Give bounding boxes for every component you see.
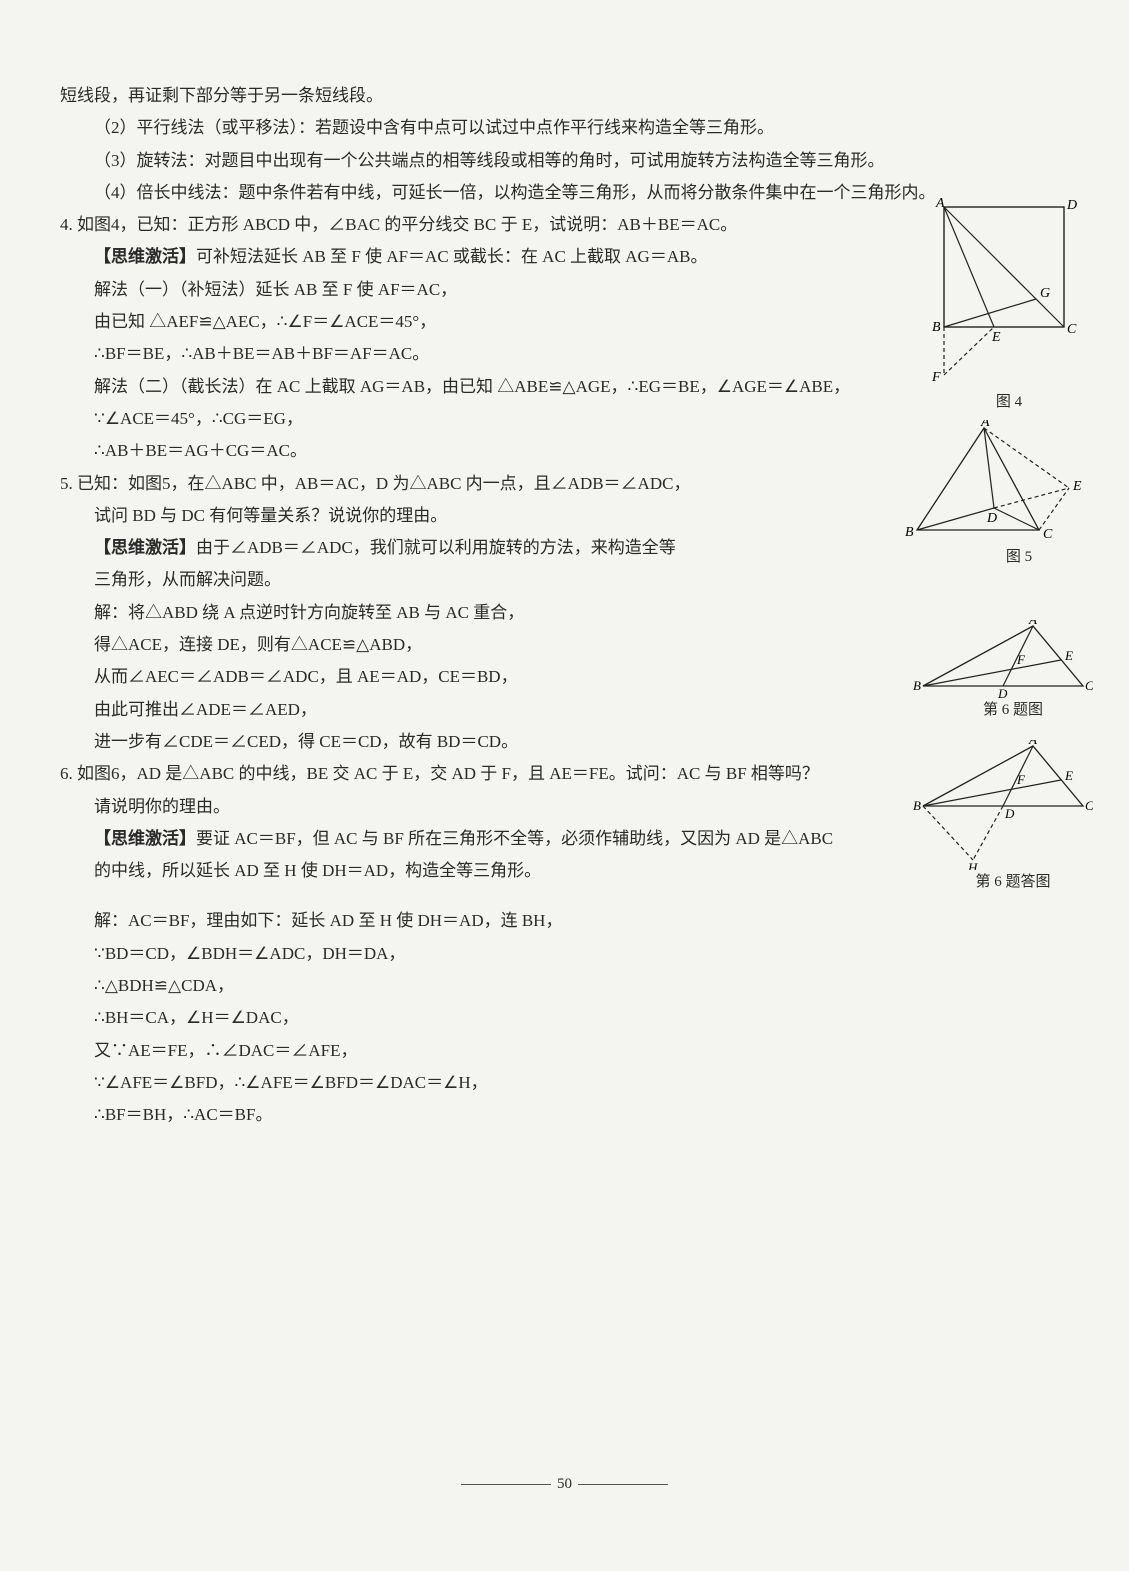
q4-hint-text: 可补短法延长 AB 至 F 使 AF＝AC 或截长：在 AC 上截取 AG＝AB… — [196, 247, 707, 266]
q6-sol-1: 解：AC＝BF，理由如下：延长 AD 至 H 使 DH＝AD，连 BH， — [60, 905, 1069, 937]
svg-text:F: F — [1016, 652, 1026, 667]
svg-text:D: D — [986, 511, 997, 526]
svg-text:C: C — [1067, 322, 1077, 337]
figure-5-caption: 图 5 — [939, 545, 1099, 566]
svg-text:A: A — [935, 197, 945, 211]
svg-text:E: E — [991, 330, 1001, 345]
svg-text:B: B — [913, 798, 921, 813]
svg-text:A: A — [980, 420, 990, 430]
intro-line-1: 短线段，再证剩下部分等于另一条短线段。 — [60, 80, 1069, 112]
q6-sol-3: ∴△BDH≌△CDA， — [60, 970, 1069, 1002]
svg-text:E: E — [1072, 479, 1082, 494]
svg-text:F: F — [1016, 772, 1026, 787]
svg-text:B: B — [913, 678, 921, 693]
figure-5: A B C D E — [899, 420, 1089, 555]
page-number: 50 — [0, 1476, 1129, 1493]
svg-text:E: E — [1064, 648, 1073, 663]
q6-sol-7: ∴BF＝BH，∴AC＝BF。 — [60, 1099, 1069, 1131]
figure-6-caption: 第 6 题图 — [933, 698, 1093, 719]
intro-line-2: （2）平行线法（或平移法）：若题设中含有中点可以试过中点作平行线来构造全等三角形… — [60, 112, 1069, 144]
q6-sol-5: 又∵AE＝FE，∴∠DAC＝∠AFE， — [60, 1035, 1069, 1067]
q6-sol-4: ∴BH＝CA，∠H＝∠DAC， — [60, 1002, 1069, 1034]
svg-text:A: A — [1028, 740, 1037, 747]
svg-text:H: H — [967, 860, 978, 870]
figure-6-answer: A B C D E F H — [913, 740, 1093, 875]
figure-6-answer-caption: 第 6 题答图 — [933, 870, 1093, 891]
svg-text:F: F — [931, 370, 941, 385]
q5-hint-2: 三角形，从而解决问题。 — [60, 564, 1069, 596]
q6-sol-2: ∵BD＝CD，∠BDH＝∠ADC，DH＝DA， — [60, 938, 1069, 970]
intro-line-3: （3）旋转法：对题目中出现有一个公共端点的相等线段或相等的角时，可试用旋转方法构… — [60, 145, 1069, 177]
figure-6: A B C D E F — [913, 620, 1093, 705]
figure-4-caption: 图 4 — [929, 390, 1089, 411]
svg-text:G: G — [1040, 286, 1050, 301]
q6-sol-6: ∵∠AFE＝∠BFD，∴∠AFE＝∠BFD＝∠DAC＝∠H， — [60, 1067, 1069, 1099]
svg-text:C: C — [1085, 798, 1093, 813]
svg-text:B: B — [932, 320, 941, 335]
svg-text:C: C — [1085, 678, 1093, 693]
q5-hint-1-text: 由于∠ADB＝∠ADC，我们就可以利用旋转的方法，来构造全等 — [196, 538, 676, 557]
svg-text:D: D — [1004, 806, 1015, 821]
svg-text:D: D — [1066, 198, 1077, 213]
q6-hint-1-text: 要证 AC＝BF，但 AC 与 BF 所在三角形不全等，必须作辅助线，又因为 A… — [196, 829, 833, 848]
page-number-text: 50 — [557, 1476, 572, 1492]
svg-text:E: E — [1064, 768, 1073, 783]
svg-text:B: B — [905, 525, 914, 540]
figure-4: A D B C E G F — [914, 197, 1089, 392]
svg-text:C: C — [1043, 527, 1053, 542]
svg-text:A: A — [1028, 620, 1037, 627]
